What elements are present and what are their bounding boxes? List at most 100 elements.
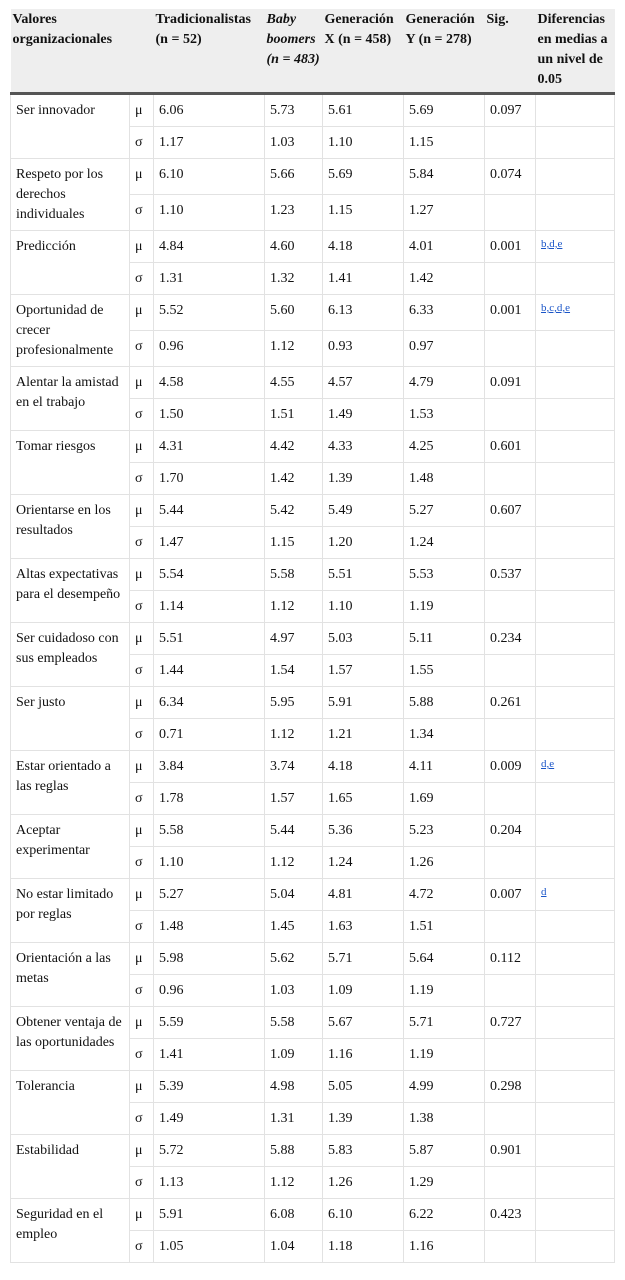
table-row-sd: σ 1.70 1.42 1.39 1.48 [11,462,616,495]
sd-traditionalists: 1.31 [153,262,266,295]
sd-generation-y: 1.15 [403,126,486,159]
table-row-mean: Predicción μ 4.84 4.60 4.18 4.01 0.001 b,d,e [10,230,616,295]
differences-link[interactable]: b,c,d,e [541,302,571,314]
sd-generation-x: 1.16 [322,1038,405,1071]
table-row-sd: σ 1.41 1.09 1.16 1.19 [11,1038,616,1071]
mean-baby-boomers: 5.88 [264,1134,324,1167]
header-values: Valores organizacionales [10,9,154,95]
empty-cell [484,330,537,367]
sd-generation-y: 1.53 [403,398,486,431]
differences-cell [535,366,616,399]
table-header-row: Valores organizacionales Tradicionalista… [10,9,615,95]
stat-label-sd: σ [128,262,155,295]
sd-generation-x: 1.09 [322,974,405,1007]
table-row-sd: σ 1.50 1.51 1.49 1.53 [11,398,616,431]
sd-generation-y: 1.26 [403,846,486,879]
value-name: Estar orientado a las reglas [10,750,130,815]
mean-traditionalists: 6.34 [153,686,266,719]
sd-generation-y: 0.97 [403,330,486,367]
sd-baby-boomers: 1.42 [264,462,324,495]
mean-generation-x: 5.03 [322,622,405,655]
mean-generation-x: 5.61 [322,93,405,127]
mean-generation-y: 5.84 [403,158,486,195]
empty-cell [535,1038,616,1071]
mean-generation-x: 5.69 [322,158,405,195]
stat-label-mean: μ [129,366,155,399]
differences-cell [535,93,616,127]
value-name: Alentar la amistad en el trabajo [10,366,130,431]
sd-generation-x: 1.57 [322,654,405,687]
value-name: Estabilidad [10,1134,130,1199]
mean-baby-boomers: 5.04 [264,878,324,911]
differences-link[interactable]: b,d,e [541,238,563,250]
stat-label-sd: σ [128,126,155,159]
sd-traditionalists: 1.13 [153,1166,266,1199]
value-name: Altas expectativas para el desempeño [10,558,130,623]
mean-generation-y: 4.01 [403,230,486,263]
sd-generation-x: 1.65 [322,782,405,815]
empty-cell [535,462,616,495]
empty-cell [484,126,537,159]
table-row-mean: Seguridad en el empleo μ 5.91 6.08 6.10 6.22 0… [10,1198,616,1263]
differences-cell: d,e [535,750,616,783]
sd-baby-boomers: 1.31 [264,1102,324,1135]
table-row-mean: Ser cuidadoso con sus empleados μ 5.51 4.97… [10,622,616,687]
stat-label-mean: μ [129,1198,155,1231]
mean-generation-y: 4.25 [403,430,486,463]
empty-cell [535,782,616,815]
sd-baby-boomers: 1.45 [264,910,324,943]
value-name: Seguridad en el empleo [10,1198,130,1263]
value-name: Obtener ventaja de las oportunidades [10,1006,130,1071]
table-row-sd: σ 0.96 1.12 0.93 0.97 [11,330,616,367]
mean-baby-boomers: 3.74 [264,750,324,783]
sd-traditionalists: 1.47 [153,526,266,559]
sd-baby-boomers: 1.15 [264,526,324,559]
empty-cell [535,126,616,159]
header-traditionalists: Tradicionalistas (n = 52) [153,9,265,95]
mean-traditionalists: 5.58 [153,814,266,847]
stat-label-sd: σ [128,974,155,1007]
mean-traditionalists: 5.59 [153,1006,266,1039]
mean-generation-y: 6.33 [403,294,486,331]
significance-value: 0.261 [484,686,537,719]
value-name: Predicción [10,230,130,295]
sd-generation-x: 1.24 [322,846,405,879]
sd-generation-y: 1.16 [403,1230,486,1263]
empty-cell [535,718,616,751]
sd-traditionalists: 0.96 [153,974,266,1007]
significance-value: 0.007 [484,878,537,911]
mean-traditionalists: 5.51 [153,622,266,655]
stat-label-mean: μ [129,93,155,127]
mean-generation-y: 4.72 [403,878,486,911]
mean-generation-x: 6.13 [322,294,405,331]
mean-traditionalists: 4.84 [153,230,266,263]
mean-traditionalists: 6.10 [153,158,266,195]
empty-cell [484,194,537,231]
empty-cell [484,1038,537,1071]
table-row-sd: σ 1.05 1.04 1.18 1.16 [11,1230,616,1263]
sd-generation-y: 1.51 [403,910,486,943]
sd-generation-x: 1.26 [322,1166,405,1199]
sd-generation-x: 0.93 [322,330,405,367]
differences-link[interactable]: d [541,886,547,898]
differences-link[interactable]: d,e [541,758,555,770]
sd-traditionalists: 1.17 [153,126,266,159]
significance-value: 0.112 [484,942,537,975]
sd-traditionalists: 1.78 [153,782,266,815]
empty-cell [484,262,537,295]
value-name: Orientación a las metas [10,942,130,1007]
mean-baby-boomers: 5.58 [264,1006,324,1039]
mean-baby-boomers: 5.44 [264,814,324,847]
empty-cell [484,910,537,943]
stat-label-mean: μ [129,878,155,911]
value-name: Aceptar experimentar [10,814,130,879]
mean-baby-boomers: 4.42 [264,430,324,463]
value-name: Ser innovador [10,93,130,159]
significance-value: 0.001 [484,294,537,331]
differences-cell [535,622,616,655]
differences-cell [535,1198,616,1231]
sd-traditionalists: 0.96 [153,330,266,367]
header-baby-boomers: Baby boomers (n = 483) [264,9,323,95]
mean-traditionalists: 5.39 [153,1070,266,1103]
significance-value: 0.607 [484,494,537,527]
